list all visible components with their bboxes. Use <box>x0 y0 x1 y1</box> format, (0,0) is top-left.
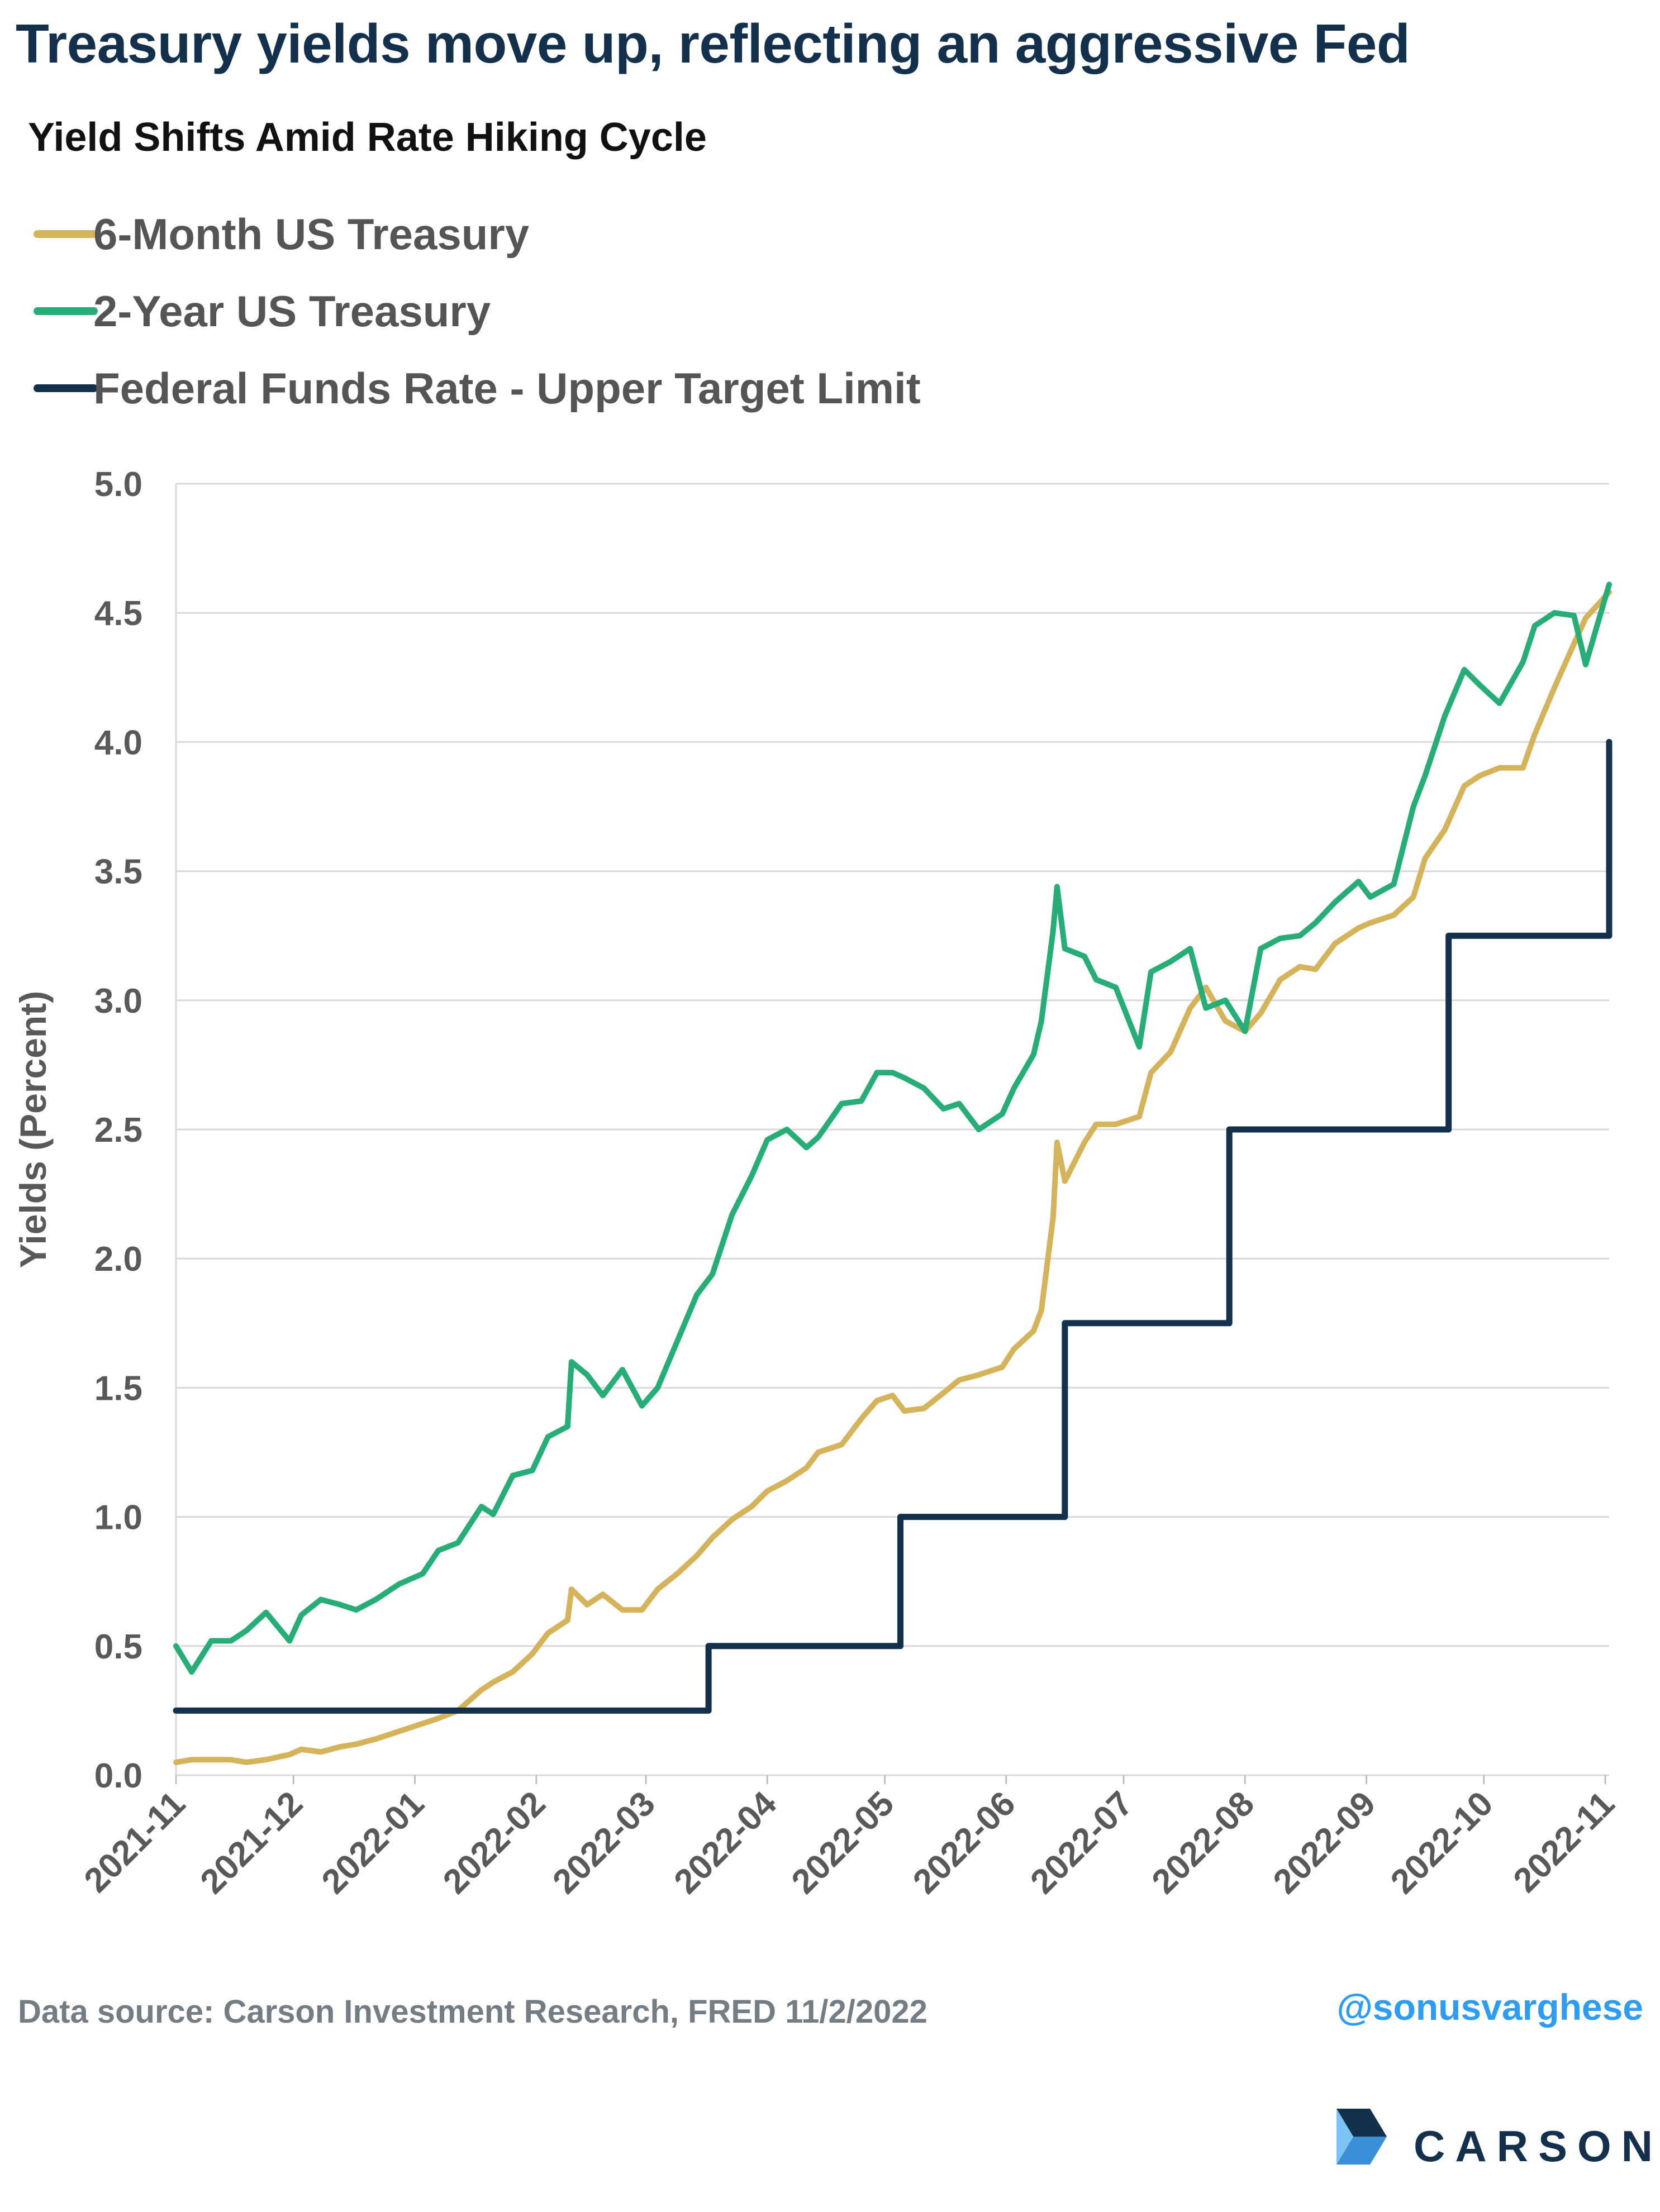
y-tick-label: 0.0 <box>94 1757 142 1795</box>
x-tick-label: 2022-02 <box>436 1784 553 1901</box>
chart-legend: 6-Month US Treasury 2-Year US Treasury F… <box>34 196 921 427</box>
legend-swatch-fed-funds <box>34 384 98 392</box>
y-axis-title: Yields (Percent) <box>12 991 54 1268</box>
y-tick-label: 4.0 <box>94 723 142 762</box>
x-tick-label: 2022-08 <box>1144 1784 1262 1901</box>
carson-logo-mark-icon <box>1336 2109 1387 2165</box>
legend-label-six-month: 6-Month US Treasury <box>93 209 530 259</box>
x-tick-label: 2022-09 <box>1266 1784 1383 1901</box>
legend-label-two-year: 2-Year US Treasury <box>93 286 491 336</box>
y-tick-label: 2.0 <box>94 1240 142 1279</box>
carson-logo-text: CARSON <box>1414 2122 1660 2171</box>
fed-funds-rate-line <box>173 738 1613 1714</box>
legend-label-fed-funds: Federal Funds Rate - Upper Target Limit <box>93 363 921 413</box>
author-handle[interactable]: @sonusvarghese <box>1336 1986 1643 2028</box>
legend-item-fed-funds: Federal Funds Rate - Upper Target Limit <box>34 350 921 427</box>
x-tick-label: 2021-11 <box>77 1784 193 1900</box>
legend-item-two-year: 2-Year US Treasury <box>34 273 921 350</box>
y-tick-label: 3.0 <box>94 982 142 1021</box>
x-tick-label: 2022-05 <box>784 1784 902 1901</box>
x-tick-label: 2022-01 <box>315 1784 432 1901</box>
data-source-note: Data source: Carson Investment Research,… <box>18 1994 927 2030</box>
line-chart: 0.0 0.5 1.0 1.5 2.0 2.5 3.0 3.5 4.0 4.5 5.0 2021-11… <box>12 465 1622 1901</box>
chart-title: Yield Shifts Amid Rate Hiking Cycle <box>28 115 707 160</box>
x-tick-label: 2022-06 <box>906 1784 1023 1901</box>
y-tick-label: 1.0 <box>94 1499 142 1537</box>
x-tick-label: 2021-12 <box>193 1784 310 1901</box>
six-month-treasury-line <box>173 589 1612 1765</box>
y-tick-label: 3.5 <box>94 853 142 892</box>
legend-item-six-month: 6-Month US Treasury <box>34 196 921 273</box>
legend-swatch-six-month <box>34 230 98 238</box>
x-tick-label: 2022-04 <box>667 1784 784 1901</box>
carson-logo: CARSON <box>1325 2103 1653 2187</box>
y-tick-label: 1.5 <box>94 1369 142 1408</box>
headline: Treasury yields move up, reflecting an a… <box>16 13 1410 74</box>
legend-swatch-two-year <box>34 307 98 315</box>
y-tick-label: 5.0 <box>94 465 142 504</box>
x-tick-label: 2022-03 <box>545 1784 663 1901</box>
two-year-treasury-line <box>173 581 1612 1675</box>
y-tick-label: 0.5 <box>94 1628 142 1666</box>
x-tick-label: 2022-07 <box>1023 1784 1140 1901</box>
x-tick-label: 2022-11 <box>1506 1784 1622 1900</box>
x-tick-label: 2022-10 <box>1383 1784 1501 1901</box>
y-tick-label: 4.5 <box>94 594 142 633</box>
y-tick-label: 2.5 <box>94 1111 142 1150</box>
